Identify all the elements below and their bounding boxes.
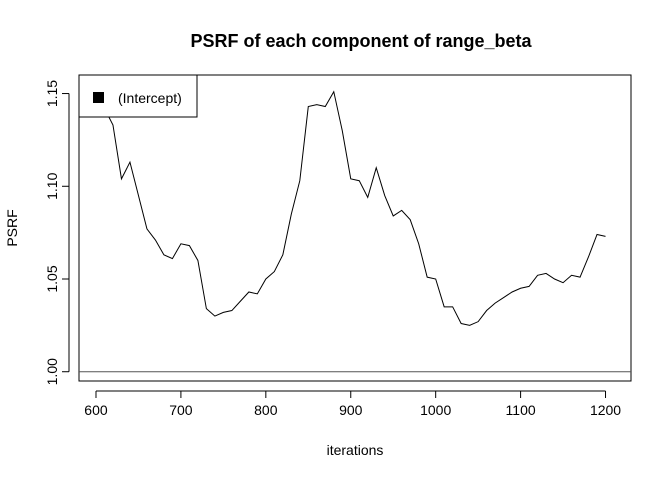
x-tick-label: 900 xyxy=(339,402,363,418)
legend: (Intercept) xyxy=(78,74,198,118)
chart-title: PSRF of each component of range_beta xyxy=(190,31,532,51)
y-tick-label: 1.15 xyxy=(44,80,60,107)
y-axis-label: PSRF xyxy=(4,209,20,246)
x-axis: 600 700 800 900 1000 1100 1200 xyxy=(84,390,621,418)
x-tick-label: 1000 xyxy=(420,402,451,418)
x-tick-label: 600 xyxy=(84,402,108,418)
x-tick-label: 1100 xyxy=(506,402,536,418)
legend-swatch xyxy=(93,92,104,103)
y-tick-label: 1.00 xyxy=(44,358,60,385)
y-axis: 1.00 1.05 1.10 1.15 xyxy=(44,80,70,385)
x-tick-label: 700 xyxy=(169,402,193,418)
legend-label-intercept: (Intercept) xyxy=(118,90,182,106)
plot-area-frame xyxy=(78,74,632,382)
x-tick-label: 1200 xyxy=(590,402,621,418)
y-tick-label: 1.10 xyxy=(44,172,60,199)
x-tick-label: 800 xyxy=(254,402,278,418)
y-tick-label: 1.05 xyxy=(44,265,60,292)
x-axis-label: iterations xyxy=(327,442,384,458)
series-line-0 xyxy=(95,90,606,326)
